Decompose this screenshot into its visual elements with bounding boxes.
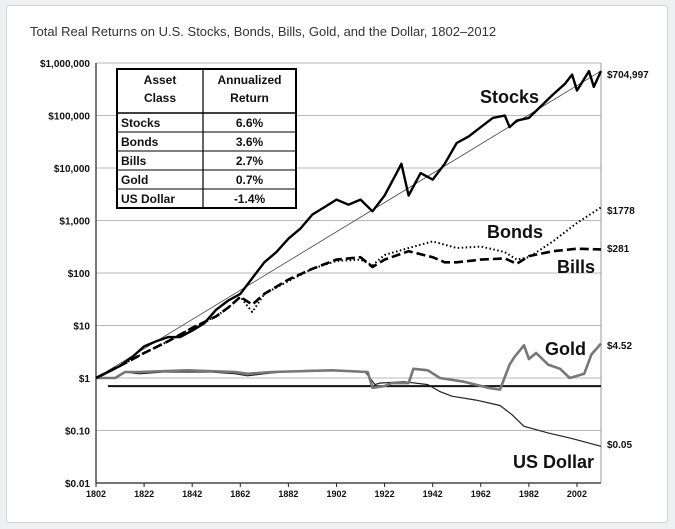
bills-series-line: [95, 247, 602, 380]
y-tick-label: $100: [68, 269, 91, 280]
table-return-cell: 0.7%: [236, 173, 264, 187]
bonds-series-line: [95, 206, 602, 379]
x-tick-label: 1842: [182, 489, 202, 499]
y-tick-label: $0.10: [65, 427, 90, 438]
table-return-cell: 3.6%: [236, 135, 264, 149]
table-asset-cell: Stocks: [121, 116, 161, 130]
us-dollar-label: US Dollar: [513, 452, 594, 472]
table-return-cell: 6.6%: [236, 116, 264, 130]
y-tick-label: $1,000,000: [40, 59, 90, 70]
table-asset-cell: Gold: [121, 173, 148, 187]
x-tick-label: 1962: [471, 489, 491, 499]
y-tick-label: $1,000: [59, 217, 90, 228]
y-tick-label: $1: [79, 374, 91, 385]
gold-label: Gold: [545, 339, 586, 359]
y-tick-label: $100,000: [48, 112, 90, 123]
x-tick-label: 1822: [134, 489, 154, 499]
table-asset-cell: Bonds: [121, 135, 159, 149]
table-header-cell: Annualized: [217, 73, 281, 87]
us-dollar-end-value: $0.05: [607, 440, 632, 451]
bills-end-value: $281: [607, 244, 630, 255]
bonds-label: Bonds: [487, 222, 543, 242]
table-header-cell: Asset: [144, 73, 177, 87]
x-tick-label: 1982: [519, 489, 539, 499]
returns-table: [116, 68, 297, 209]
stocks-label: Stocks: [480, 87, 539, 107]
bonds-end-value: $1778: [607, 206, 635, 217]
x-tick-label: 1882: [278, 489, 298, 499]
table-asset-cell: US Dollar: [121, 192, 175, 206]
gold-series-line: [96, 342, 602, 391]
x-tick-label: 1902: [326, 489, 346, 499]
chart-title: Total Real Returns on U.S. Stocks, Bonds…: [30, 24, 497, 39]
table-asset-cell: Bills: [121, 154, 147, 168]
us-dollar-series-line: [96, 369, 602, 447]
x-tick-label: 1922: [375, 489, 395, 499]
y-tick-label: $0.01: [65, 479, 90, 490]
x-tick-label: 1802: [86, 489, 106, 499]
table-header-cell: Return: [230, 91, 269, 105]
table-return-cell: 2.7%: [236, 154, 264, 168]
gold-end-value: $4.52: [607, 341, 632, 352]
y-tick-label: $10: [73, 322, 90, 333]
x-tick-label: 1942: [423, 489, 443, 499]
x-tick-label: 1862: [230, 489, 250, 499]
x-tick-label: 2002: [567, 489, 587, 499]
table-header-cell: Class: [144, 91, 176, 105]
bills-label: Bills: [557, 257, 595, 277]
y-tick-label: $10,000: [54, 164, 91, 175]
table-return-cell: -1.4%: [234, 192, 266, 206]
stocks-series-line: [95, 69, 603, 380]
stocks-end-value: $704,997: [607, 70, 649, 81]
